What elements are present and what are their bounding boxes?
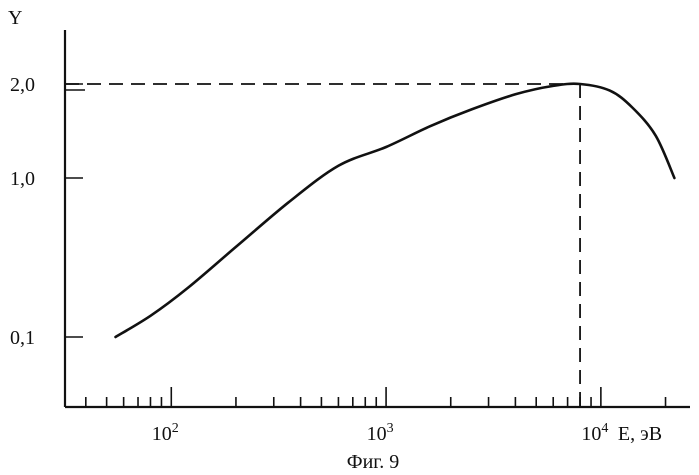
x-tick-label: 102 (152, 421, 179, 445)
reference-lines (65, 84, 580, 407)
y-tick-label: 0,1 (10, 327, 35, 349)
y-tick-label: 1,0 (10, 168, 35, 190)
series (116, 84, 675, 337)
x-axis-label: E, эВ (618, 423, 662, 445)
figure-caption: Фиг. 9 (347, 451, 399, 473)
x-tick-label: 103 (367, 421, 394, 445)
y-axis-label: Y (8, 7, 22, 29)
ticks: 102 103 104 0,1 1,0 2,0 (10, 74, 666, 445)
series-line (116, 84, 675, 337)
x-tick-label: 104 (581, 421, 608, 445)
y-tick-label: 2,0 (10, 74, 35, 96)
